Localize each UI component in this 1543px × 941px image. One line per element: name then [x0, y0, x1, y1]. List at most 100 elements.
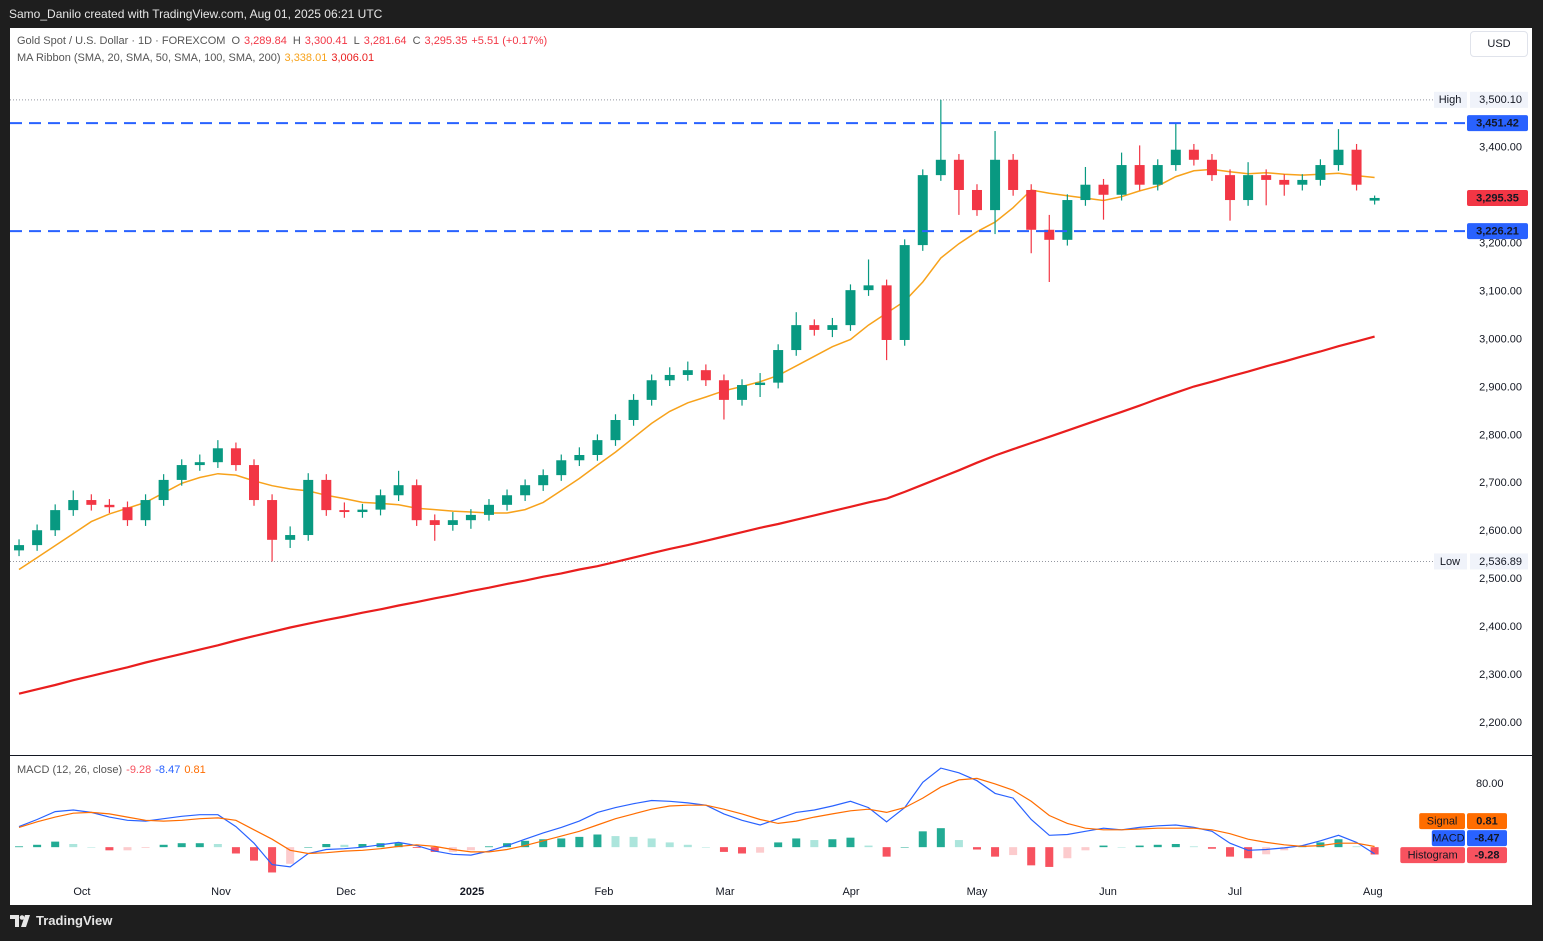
candle-body	[574, 454, 585, 461]
candle-body	[935, 159, 946, 176]
x-tick-label: Feb	[594, 886, 613, 898]
ohlc-value: 3,300.41	[304, 35, 348, 47]
histogram-bar	[882, 847, 891, 857]
histogram-bar	[936, 828, 945, 848]
x-tick-label: Jun	[1099, 886, 1117, 898]
candle-body	[917, 175, 928, 246]
histogram-bar	[719, 847, 728, 852]
histogram-bar	[665, 842, 674, 848]
histogram-bar	[1370, 847, 1379, 855]
histogram-bar	[250, 847, 259, 861]
symbol-legend: Gold Spot / U.S. Dollar · 1D · FOREXCOM O…	[17, 35, 547, 47]
candle-body	[176, 465, 187, 480]
histogram-bar	[810, 840, 819, 848]
candle-body	[1008, 159, 1019, 190]
ma-value: 3,338.01	[284, 52, 328, 64]
histogram-bar	[322, 843, 331, 848]
extreme-value-box	[1470, 553, 1528, 570]
histogram-bar	[430, 847, 439, 852]
histogram-bar	[629, 836, 638, 848]
ohlc-key: H	[292, 35, 301, 47]
candle-body	[1206, 159, 1217, 176]
histogram-bar	[466, 847, 475, 851]
histogram-bar	[1352, 846, 1361, 848]
ohlc-value: 3,281.64	[363, 35, 407, 47]
footer-logo: TradingView	[10, 913, 112, 928]
y-tick-label: 2,500.00	[1479, 573, 1522, 585]
histogram-bar	[611, 836, 620, 848]
extreme-name: Low	[1440, 556, 1460, 568]
candle-body	[755, 382, 766, 386]
extreme-value: 3,500.10	[1479, 94, 1522, 106]
candle-body	[881, 285, 892, 340]
histogram-bar	[846, 837, 855, 848]
histogram-bar	[177, 843, 186, 848]
candle-body	[1188, 149, 1199, 160]
histogram-bar	[1045, 847, 1054, 867]
y-tick-label: 2,700.00	[1479, 477, 1522, 489]
histogram-bar	[286, 847, 295, 864]
histogram-bar	[358, 843, 367, 848]
y-tick-label: 80.00	[1476, 778, 1504, 790]
y-tick-label: 3,400.00	[1479, 142, 1522, 154]
ohlc-key: L	[353, 35, 360, 47]
candle-body	[1369, 197, 1380, 201]
y-tick-label: 3,100.00	[1479, 285, 1522, 297]
histogram-bar	[1009, 847, 1018, 856]
histogram-bar	[1153, 844, 1162, 848]
candle-body	[1225, 175, 1236, 201]
ohlc-value: 3,295.35	[424, 35, 468, 47]
ma-line	[18, 168, 1375, 571]
logo-icon	[10, 914, 30, 927]
candle-body	[68, 500, 79, 511]
candle-body	[592, 440, 603, 455]
histogram-bar	[268, 847, 277, 873]
histogram-bar	[69, 843, 78, 848]
extreme-name: High	[1439, 94, 1462, 106]
ma-line	[18, 335, 1375, 695]
histogram-bar	[1280, 847, 1289, 851]
y-tick-label: 2,900.00	[1479, 381, 1522, 393]
histogram-bar	[141, 847, 150, 848]
candle-body	[104, 504, 115, 508]
candle-body	[791, 325, 802, 351]
x-tick-label: Jul	[1228, 886, 1242, 898]
candle-body	[664, 374, 675, 381]
histogram-bar	[105, 847, 114, 851]
candle-body	[50, 510, 61, 531]
x-tick-label: Aug	[1363, 886, 1383, 898]
x-tick-label: Oct	[73, 886, 90, 898]
price-line-label: 3,226.21	[1476, 226, 1519, 238]
candle-body	[303, 479, 314, 536]
extreme-value-box	[1470, 91, 1528, 108]
candle-body	[1261, 175, 1272, 180]
histogram-bar	[1244, 847, 1253, 859]
price-line-label-box	[1467, 115, 1528, 132]
macd-value-box	[1467, 813, 1507, 830]
macd-line	[18, 767, 1375, 868]
footer-text: TradingView	[36, 913, 113, 928]
histogram-bar	[1262, 847, 1271, 855]
candle-body	[357, 509, 368, 513]
last-price-box	[1467, 189, 1528, 206]
histogram-bar	[1117, 847, 1126, 848]
candle-body	[339, 510, 350, 513]
extreme-value: 2,536.89	[1479, 556, 1522, 568]
candle-body	[1116, 165, 1127, 195]
macd-value: 0.81	[1476, 816, 1497, 828]
candle-body	[429, 520, 440, 525]
histogram-bar	[539, 839, 548, 848]
histogram-bar	[1063, 847, 1072, 859]
histogram-bar	[593, 834, 602, 848]
histogram-bar	[87, 847, 96, 848]
extreme-name-box	[1434, 91, 1467, 108]
histogram-bar	[828, 839, 837, 848]
symbol-title: Gold Spot / U.S. Dollar · 1D · FOREXCOM	[17, 35, 226, 47]
currency-button[interactable]: USD	[1470, 31, 1528, 57]
macd-name-box	[1400, 847, 1465, 864]
y-tick-label: 2,800.00	[1479, 429, 1522, 441]
y-tick-label: 2,300.00	[1479, 669, 1522, 681]
histogram-bar	[972, 847, 981, 850]
histogram-bar	[954, 840, 963, 848]
macd-legend: MACD (12, 26, close) -9.28 -8.47 0.81	[17, 764, 206, 776]
